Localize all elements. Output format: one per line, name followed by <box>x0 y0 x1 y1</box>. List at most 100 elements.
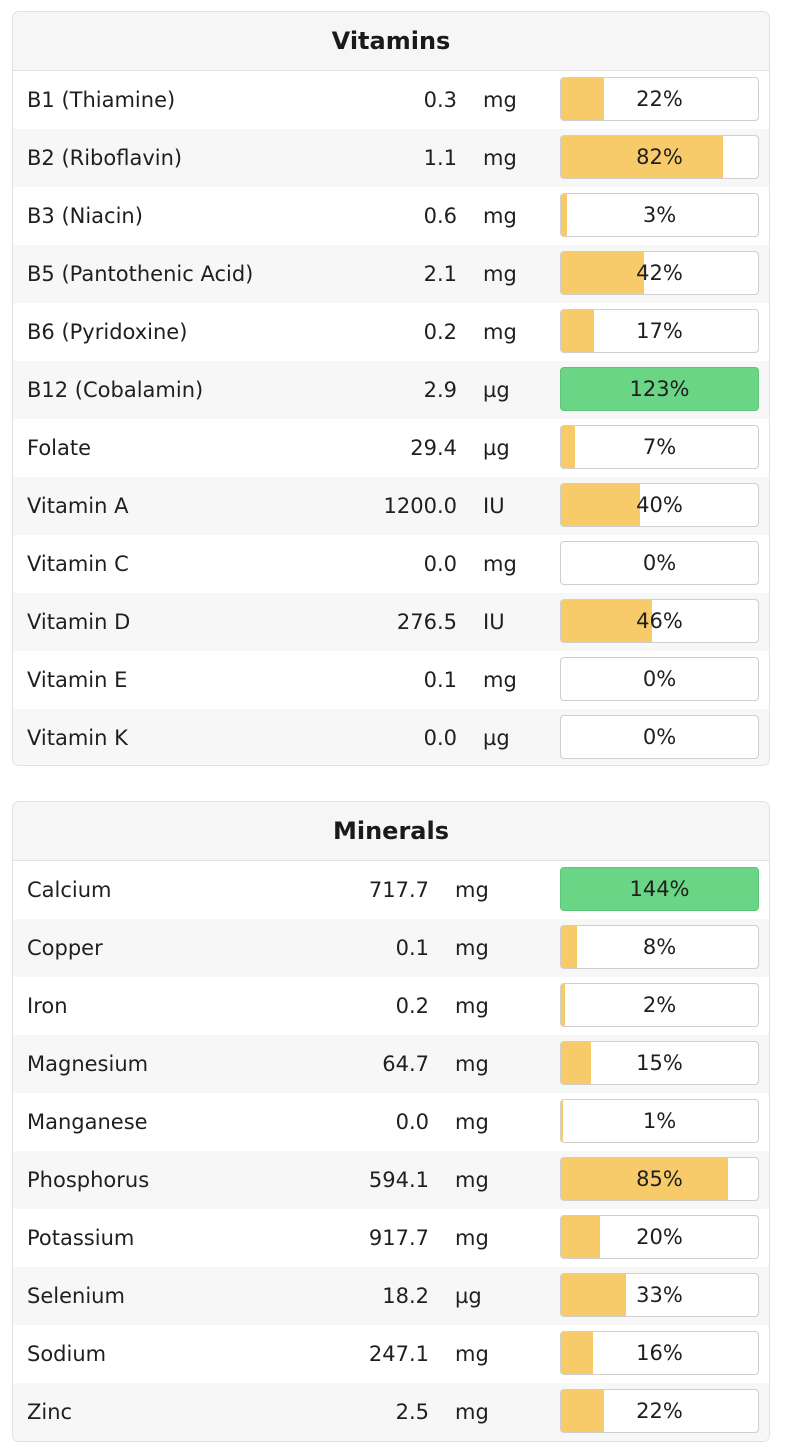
nutrient-row: Manganese 0.0 mg 1% <box>13 1093 769 1151</box>
progress-fill <box>561 1390 605 1432</box>
nutrient-name: Vitamin D <box>27 610 131 634</box>
minerals-title: Minerals <box>13 802 769 861</box>
nutrient-unit: IU <box>483 494 505 518</box>
nutrient-unit: mg <box>483 146 517 170</box>
progress-fill <box>561 1216 601 1258</box>
vitamins-list: B1 (Thiamine) 0.3 mg 22% B2 (Riboflavin) 1.1 m… <box>13 71 769 765</box>
daily-value-progress-bar: 85% <box>560 1157 759 1201</box>
daily-value-progress-bar: 40% <box>560 483 759 527</box>
daily-value-progress-bar: 7% <box>560 425 759 469</box>
daily-value-percent: 1% <box>642 1109 677 1133</box>
daily-value-progress-bar: 20% <box>560 1215 759 1259</box>
nutrient-name: Vitamin C <box>27 552 129 576</box>
nutrient-amount: 2.9 <box>423 378 457 402</box>
nutrient-name: Folate <box>27 436 92 460</box>
daily-value-progress-bar: 8% <box>560 925 759 969</box>
nutrient-name: Phosphorus <box>27 1168 150 1192</box>
progress-fill <box>561 926 577 968</box>
daily-value-progress-bar: 42% <box>560 251 759 295</box>
nutrient-row: Calcium 717.7 mg 144% <box>13 861 769 919</box>
nutrient-name: Potassium <box>27 1226 135 1250</box>
daily-value-progress-bar: 16% <box>560 1331 759 1375</box>
daily-value-percent: 22% <box>636 87 683 111</box>
minerals-list: Calcium 717.7 mg 144% Copper 0.1 mg 8% Iron 0.2 mg… <box>13 861 769 1441</box>
progress-fill <box>561 78 605 120</box>
daily-value-progress-bar: 22% <box>560 77 759 121</box>
nutrient-amount: 29.4 <box>410 436 457 460</box>
nutrient-amount: 247.1 <box>368 1342 429 1366</box>
nutrient-row: Sodium 247.1 mg 16% <box>13 1325 769 1383</box>
nutrient-name: B3 (Niacin) <box>27 204 143 228</box>
nutrient-unit: µg <box>483 726 510 750</box>
nutrient-unit: mg <box>483 204 517 228</box>
nutrient-unit: µg <box>483 436 510 460</box>
progress-fill <box>561 136 723 178</box>
nutrient-unit: mg <box>483 88 517 112</box>
nutrient-name: B6 (Pyridoxine) <box>27 320 188 344</box>
nutrient-row: Selenium 18.2 µg 33% <box>13 1267 769 1325</box>
nutrient-amount: 0.0 <box>423 726 457 750</box>
nutrient-amount: 0.1 <box>423 668 457 692</box>
nutrient-unit: mg <box>455 1168 489 1192</box>
daily-value-percent: 2% <box>642 993 677 1017</box>
daily-value-progress-bar: 0% <box>560 715 759 759</box>
progress-fill <box>561 310 595 352</box>
nutrient-row: Vitamin K 0.0 µg 0% <box>13 709 769 765</box>
nutrient-name: Manganese <box>27 1110 148 1134</box>
nutrient-amount: 18.2 <box>382 1284 429 1308</box>
nutrient-row: Potassium 917.7 mg 20% <box>13 1209 769 1267</box>
progress-fill <box>561 194 567 236</box>
daily-value-progress-bar: 0% <box>560 657 759 701</box>
daily-value-percent: 33% <box>636 1283 683 1307</box>
nutrient-unit: mg <box>455 994 489 1018</box>
progress-fill <box>561 426 575 468</box>
nutrient-amount: 0.2 <box>395 994 429 1018</box>
nutrient-amount: 2.1 <box>423 262 457 286</box>
daily-value-progress-bar: 123% <box>560 367 759 411</box>
nutrient-name: Calcium <box>27 878 112 902</box>
nutrient-name: Magnesium <box>27 1052 149 1076</box>
nutrient-amount: 594.1 <box>368 1168 429 1192</box>
daily-value-percent: 16% <box>636 1341 683 1365</box>
nutrient-row: B6 (Pyridoxine) 0.2 mg 17% <box>13 303 769 361</box>
nutrient-amount: 0.2 <box>423 320 457 344</box>
daily-value-percent: 3% <box>642 203 677 227</box>
nutrient-amount: 0.1 <box>395 936 429 960</box>
daily-value-percent: 0% <box>642 551 677 575</box>
nutrient-row: B2 (Riboflavin) 1.1 mg 82% <box>13 129 769 187</box>
minerals-panel: Minerals Calcium 717.7 mg 144% Copper 0.1 mg 8%… <box>12 801 770 1442</box>
nutrient-unit: mg <box>483 262 517 286</box>
nutrient-name: Iron <box>27 994 68 1018</box>
nutrient-unit: mg <box>455 1226 489 1250</box>
nutrient-row: Phosphorus 594.1 mg 85% <box>13 1151 769 1209</box>
nutrient-name: B2 (Riboflavin) <box>27 146 183 170</box>
nutrient-row: Magnesium 64.7 mg 15% <box>13 1035 769 1093</box>
daily-value-progress-bar: 2% <box>560 983 759 1027</box>
daily-value-percent: 85% <box>636 1167 683 1191</box>
progress-fill <box>561 1042 591 1084</box>
nutrient-amount: 0.0 <box>395 1110 429 1134</box>
nutrient-row: B3 (Niacin) 0.6 mg 3% <box>13 187 769 245</box>
nutrient-row: B1 (Thiamine) 0.3 mg 22% <box>13 71 769 129</box>
nutrient-unit: mg <box>483 552 517 576</box>
daily-value-percent: 8% <box>642 935 677 959</box>
nutrient-unit: mg <box>483 668 517 692</box>
nutrient-unit: mg <box>455 1052 489 1076</box>
progress-fill <box>561 984 565 1026</box>
nutrient-name: B5 (Pantothenic Acid) <box>27 262 254 286</box>
nutrient-row: Zinc 2.5 mg 22% <box>13 1383 769 1441</box>
nutrient-row: Vitamin E 0.1 mg 0% <box>13 651 769 709</box>
daily-value-percent: 22% <box>636 1399 683 1423</box>
nutrient-amount: 717.7 <box>368 878 429 902</box>
daily-value-percent: 46% <box>636 609 683 633</box>
nutrient-unit: µg <box>483 378 510 402</box>
daily-value-progress-bar: 3% <box>560 193 759 237</box>
daily-value-percent: 17% <box>636 319 683 343</box>
daily-value-percent: 15% <box>636 1051 683 1075</box>
nutrient-amount: 0.0 <box>423 552 457 576</box>
nutrient-row: B12 (Cobalamin) 2.9 µg 123% <box>13 361 769 419</box>
progress-fill <box>561 1274 626 1316</box>
nutrient-amount: 1200.0 <box>383 494 457 518</box>
nutrient-amount: 917.7 <box>368 1226 429 1250</box>
daily-value-progress-bar: 22% <box>560 1389 759 1433</box>
